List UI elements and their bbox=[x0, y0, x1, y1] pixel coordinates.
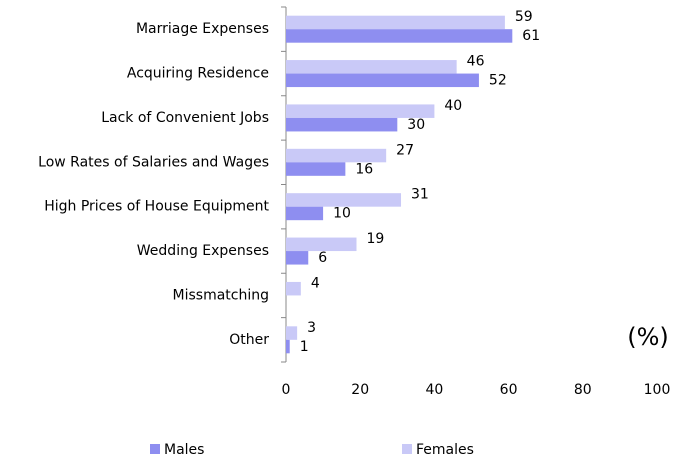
value-label: 10 bbox=[333, 206, 351, 222]
x-tick-label: 40 bbox=[425, 382, 443, 398]
value-label: 27 bbox=[396, 142, 414, 158]
bar bbox=[286, 206, 324, 221]
value-label: 59 bbox=[515, 9, 533, 25]
value-label: 4 bbox=[311, 275, 320, 291]
x-tick-label: 0 bbox=[282, 382, 291, 398]
y-tick-label: Lack of Convenient Jobs bbox=[101, 110, 269, 126]
bar bbox=[286, 73, 479, 88]
y-tick-label: Acquiring Residence bbox=[127, 66, 269, 82]
unit-annotation: (%) bbox=[627, 323, 669, 351]
x-tick-label: 80 bbox=[574, 382, 592, 398]
value-label: 30 bbox=[407, 117, 425, 133]
y-tick-label: High Prices of House Equipment bbox=[44, 199, 269, 215]
bar bbox=[286, 29, 513, 43]
value-label: 40 bbox=[444, 98, 462, 114]
bar bbox=[286, 104, 435, 118]
value-label: 16 bbox=[355, 161, 373, 177]
bar bbox=[286, 193, 402, 207]
y-tick-label: Missmatching bbox=[173, 287, 269, 303]
bar bbox=[286, 162, 346, 176]
legend-label: Females bbox=[416, 442, 474, 458]
value-label: 61 bbox=[522, 28, 540, 44]
x-tick-label: 60 bbox=[500, 382, 518, 398]
bar bbox=[286, 15, 505, 30]
value-label: 6 bbox=[318, 250, 327, 266]
bar bbox=[286, 326, 298, 340]
y-tick-label: Other bbox=[229, 332, 269, 348]
value-label: 46 bbox=[467, 54, 485, 70]
legend-swatch bbox=[150, 444, 160, 454]
x-tick-label: 100 bbox=[644, 382, 671, 398]
y-tick-label: Marriage Expenses bbox=[136, 21, 269, 37]
legend-swatch bbox=[402, 444, 412, 454]
legend-label: Males bbox=[164, 442, 204, 458]
bar bbox=[286, 117, 398, 132]
bar bbox=[286, 339, 290, 354]
value-label: 1 bbox=[300, 339, 309, 355]
value-label: 31 bbox=[411, 187, 429, 203]
x-tick-label: 20 bbox=[351, 382, 369, 398]
bar bbox=[286, 251, 309, 265]
bar bbox=[286, 237, 357, 252]
bar bbox=[286, 281, 301, 296]
y-tick-label: Wedding Expenses bbox=[137, 243, 269, 259]
value-label: 3 bbox=[307, 320, 316, 336]
y-tick-label: Low Rates of Salaries and Wages bbox=[38, 154, 269, 170]
value-label: 52 bbox=[489, 73, 507, 89]
value-label: 19 bbox=[366, 231, 384, 247]
bar bbox=[286, 148, 387, 163]
bar bbox=[286, 60, 457, 74]
